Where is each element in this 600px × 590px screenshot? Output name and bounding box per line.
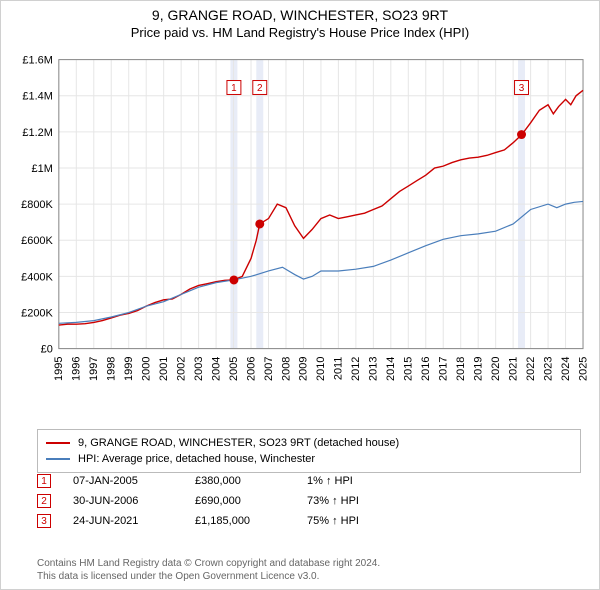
footer-line: This data is licensed under the Open Gov… xyxy=(37,570,581,583)
chart-svg: £0 £200K £400K £600K £800K £1M £1.2M £1.4M £1.6M… xyxy=(9,49,591,419)
svg-text:£200K: £200K xyxy=(21,307,53,319)
event-date: 07-JAN-2005 xyxy=(73,475,173,487)
svg-text:£0: £0 xyxy=(41,344,53,356)
legend-item-property: 9, GRANGE ROAD, WINCHESTER, SO23 9RT (de… xyxy=(46,435,572,451)
svg-text:2006: 2006 xyxy=(245,357,257,381)
svg-text:2001: 2001 xyxy=(158,357,170,381)
legend-swatch-icon xyxy=(46,458,70,460)
svg-text:1996: 1996 xyxy=(71,357,83,381)
svg-text:2003: 2003 xyxy=(193,357,205,381)
svg-text:2020: 2020 xyxy=(490,357,502,381)
svg-text:£1M: £1M xyxy=(32,163,53,175)
svg-text:£600K: £600K xyxy=(21,235,53,247)
event-row: 2 30-JUN-2006 £690,000 73% ↑ HPI xyxy=(37,491,581,511)
legend: 9, GRANGE ROAD, WINCHESTER, SO23 9RT (de… xyxy=(37,429,581,473)
legend-label: HPI: Average price, detached house, Winc… xyxy=(78,453,315,465)
svg-text:2016: 2016 xyxy=(420,357,432,381)
event-price: £1,185,000 xyxy=(195,515,285,527)
svg-text:2: 2 xyxy=(257,83,263,94)
svg-text:2019: 2019 xyxy=(472,357,484,381)
svg-text:2004: 2004 xyxy=(210,357,222,381)
event-price: £690,000 xyxy=(195,495,285,507)
svg-text:1997: 1997 xyxy=(88,357,100,381)
legend-swatch-icon xyxy=(46,442,70,444)
svg-text:1: 1 xyxy=(231,83,237,94)
svg-text:2024: 2024 xyxy=(560,357,572,381)
svg-text:£1.4M: £1.4M xyxy=(22,91,52,103)
event-num-icon: 3 xyxy=(37,514,51,528)
event-num-icon: 1 xyxy=(37,474,51,488)
chart-subtitle: Price paid vs. HM Land Registry's House … xyxy=(1,25,599,40)
legend-label: 9, GRANGE ROAD, WINCHESTER, SO23 9RT (de… xyxy=(78,437,399,449)
title-block: 9, GRANGE ROAD, WINCHESTER, SO23 9RT Pri… xyxy=(1,1,599,40)
svg-text:2007: 2007 xyxy=(263,357,275,381)
event-pct: 75% ↑ HPI xyxy=(307,515,397,527)
svg-text:2002: 2002 xyxy=(175,357,187,381)
svg-text:2008: 2008 xyxy=(280,357,292,381)
svg-text:2014: 2014 xyxy=(385,357,397,381)
svg-text:£800K: £800K xyxy=(21,199,53,211)
svg-text:2018: 2018 xyxy=(455,357,467,381)
event-pct: 1% ↑ HPI xyxy=(307,475,397,487)
svg-text:2015: 2015 xyxy=(403,357,415,381)
svg-text:2025: 2025 xyxy=(577,357,589,381)
svg-text:1995: 1995 xyxy=(53,357,65,381)
chart-title: 9, GRANGE ROAD, WINCHESTER, SO23 9RT xyxy=(1,7,599,23)
svg-text:1999: 1999 xyxy=(123,357,135,381)
svg-text:£1.6M: £1.6M xyxy=(22,55,52,67)
footer-copyright: Contains HM Land Registry data © Crown c… xyxy=(37,557,581,583)
svg-text:2023: 2023 xyxy=(542,357,554,381)
chart-area: £0 £200K £400K £600K £800K £1M £1.2M £1.4M £1.6M… xyxy=(9,49,591,419)
svg-text:2022: 2022 xyxy=(525,357,537,381)
event-pct: 73% ↑ HPI xyxy=(307,495,397,507)
svg-text:2011: 2011 xyxy=(333,357,345,381)
svg-text:2012: 2012 xyxy=(350,357,362,381)
event-price: £380,000 xyxy=(195,475,285,487)
legend-item-hpi: HPI: Average price, detached house, Winc… xyxy=(46,451,572,467)
event-table: 1 07-JAN-2005 £380,000 1% ↑ HPI 2 30-JUN… xyxy=(37,471,581,531)
event-date: 24-JUN-2021 xyxy=(73,515,173,527)
svg-text:2013: 2013 xyxy=(368,357,380,381)
event-date: 30-JUN-2006 xyxy=(73,495,173,507)
event-num-icon: 2 xyxy=(37,494,51,508)
svg-text:£1.2M: £1.2M xyxy=(22,127,52,139)
event-row: 3 24-JUN-2021 £1,185,000 75% ↑ HPI xyxy=(37,511,581,531)
svg-text:2005: 2005 xyxy=(228,357,240,381)
svg-text:1998: 1998 xyxy=(106,357,118,381)
svg-text:2021: 2021 xyxy=(507,357,519,381)
svg-text:2000: 2000 xyxy=(140,357,152,381)
svg-text:2010: 2010 xyxy=(315,357,327,381)
chart-container: 9, GRANGE ROAD, WINCHESTER, SO23 9RT Pri… xyxy=(0,0,600,590)
svg-text:2017: 2017 xyxy=(438,357,450,381)
svg-text:2009: 2009 xyxy=(298,357,310,381)
event-row: 1 07-JAN-2005 £380,000 1% ↑ HPI xyxy=(37,471,581,491)
footer-line: Contains HM Land Registry data © Crown c… xyxy=(37,557,581,570)
svg-text:3: 3 xyxy=(519,83,525,94)
svg-text:£400K: £400K xyxy=(21,271,53,283)
